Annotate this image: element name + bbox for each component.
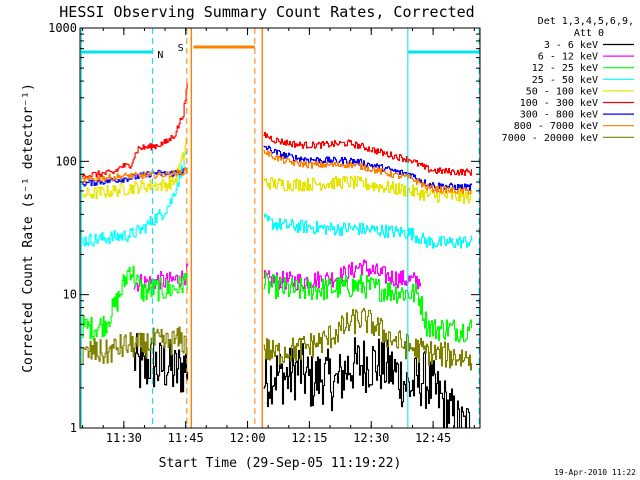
- series-segment: [82, 137, 188, 200]
- y-axis-label: Corrected Count Rate (s⁻¹ detector⁻¹): [21, 83, 36, 373]
- series-segment: [82, 265, 188, 341]
- series-segment: [263, 132, 473, 176]
- series-segment: [263, 175, 473, 204]
- series-5-line: [82, 82, 473, 180]
- legend-label: 25 - 50 keV: [532, 75, 598, 86]
- series-segment: [133, 333, 189, 393]
- x-tick-label: 11:30: [106, 431, 142, 445]
- y-tick-label: 100: [55, 154, 77, 168]
- series-segment: [263, 149, 473, 195]
- legend-label: 6 - 12 keV: [538, 52, 598, 63]
- legend-label: 300 - 800 keV: [520, 110, 598, 121]
- markers-layer: NS: [80, 28, 480, 428]
- series-segment: [82, 326, 188, 365]
- footer-timestamp: 19-Apr-2010 11:22: [554, 468, 636, 477]
- series-0-line: [133, 333, 471, 428]
- x-tick-label: 12:00: [229, 431, 265, 445]
- series-segment: [263, 308, 473, 371]
- legend-label: 7000 - 20000 keV: [502, 133, 598, 144]
- axes-layer: 11:30 11:45 12:00 12:15 12:30 12:45 1 10 100 1000: [48, 21, 480, 445]
- series-segment: [82, 82, 188, 180]
- y-tick-label: 10: [63, 288, 77, 302]
- x-tick-label: 12:15: [291, 431, 327, 445]
- legend-label: 12 - 25 keV: [532, 63, 598, 74]
- legend-label: 800 - 7000 keV: [514, 121, 598, 132]
- chart-title: HESSI Observing Summary Count Rates, Cor…: [59, 3, 474, 21]
- series-4-line: [82, 137, 473, 204]
- series-7-line: [82, 149, 473, 195]
- legend-label: 3 - 6 keV: [544, 40, 598, 51]
- series-segment: [82, 149, 188, 247]
- legend-label: 100 - 300 keV: [520, 98, 598, 109]
- y-tick-label: 1000: [48, 21, 77, 35]
- series-6-line: [82, 145, 473, 191]
- series-8-line: [82, 308, 473, 371]
- x-axis-label: Start Time (29-Sep-05 11:19:22): [159, 456, 402, 471]
- legend-header: Det 1,3,4,5,6,9,: [538, 16, 634, 27]
- annotation-label: S: [178, 43, 184, 54]
- series-3-line: [82, 149, 473, 249]
- series-layer: [82, 82, 473, 428]
- legend-label: 50 - 100 keV: [526, 86, 598, 97]
- plot-frame: [79, 27, 481, 429]
- x-tick-label: 12:45: [415, 431, 451, 445]
- x-tick-label: 12:30: [353, 431, 389, 445]
- series-segment: [82, 167, 188, 183]
- x-tick-label: 11:45: [168, 431, 204, 445]
- series-segment: [263, 336, 471, 428]
- annotation-label: N: [157, 50, 163, 61]
- series-segment: [263, 272, 473, 343]
- y-tick-label: 1: [70, 421, 77, 435]
- series-2-line: [82, 265, 473, 343]
- legend-header: Att 0: [574, 28, 604, 39]
- series-segment: [263, 213, 473, 249]
- series-segment: [82, 167, 188, 187]
